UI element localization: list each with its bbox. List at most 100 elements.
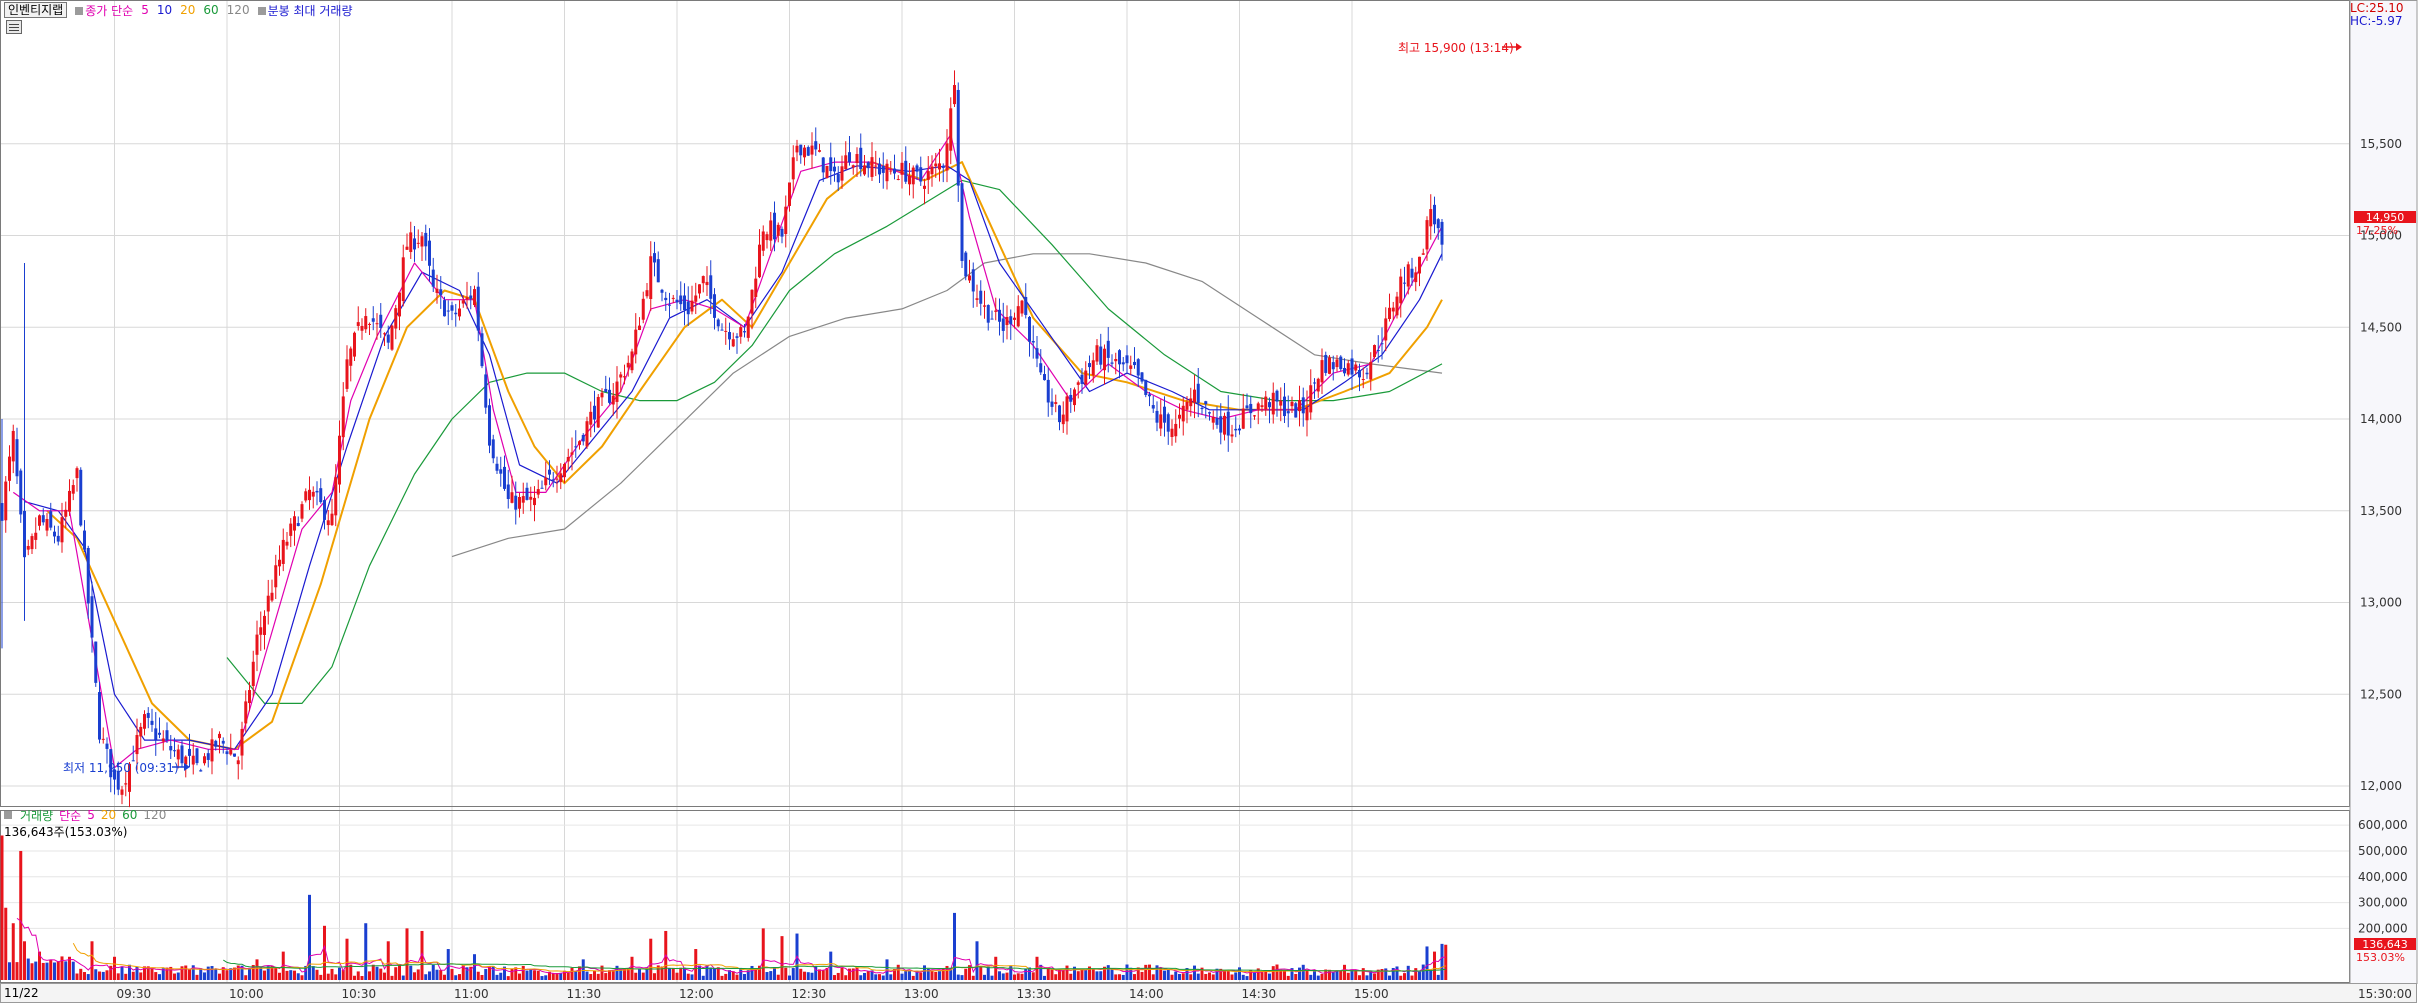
volume-bar: [1028, 967, 1031, 980]
candle-body: [1095, 345, 1099, 362]
candle-body: [893, 168, 896, 174]
candle-body: [131, 760, 135, 762]
volume-bar: [724, 973, 728, 980]
candle-body: [1369, 361, 1373, 380]
candle-body: [765, 234, 769, 241]
volume-bar: [1208, 972, 1211, 980]
volume-bar: [1275, 964, 1279, 980]
candles: [0, 70, 1444, 808]
candle-body: [0, 503, 4, 521]
volume-bar: [904, 970, 908, 980]
volume-bar: [488, 966, 491, 980]
candle-body: [945, 143, 949, 171]
volume-ma60-path: [223, 959, 1446, 972]
candle-body: [1260, 405, 1264, 408]
candle-body: [540, 487, 544, 489]
volume-bar: [611, 969, 615, 980]
volume-bar: [533, 970, 536, 980]
candle-body: [30, 536, 34, 550]
volume-current-value: 136,643주(153.03%): [4, 825, 128, 839]
candle-body: [968, 275, 971, 281]
candle-body: [1024, 296, 1028, 315]
volume-bar: [750, 965, 754, 980]
volume-bar: [668, 968, 671, 980]
volume-bar: [435, 969, 439, 980]
menu-icon[interactable]: [6, 20, 22, 34]
candle-body: [803, 147, 806, 158]
candle-body: [203, 756, 206, 764]
volume-bar: [866, 971, 870, 980]
volume-bar: [94, 969, 98, 980]
candle-body: [143, 714, 146, 729]
candle-body: [446, 310, 450, 312]
volume-bar: [293, 970, 296, 980]
volume-bar: [248, 967, 251, 980]
candle-body: [960, 183, 964, 262]
candle-body: [1009, 316, 1013, 325]
volume-bar: [1106, 965, 1110, 980]
candle-body: [195, 748, 199, 764]
x-tick-label: 11:00: [454, 987, 489, 1001]
candle-body: [686, 301, 690, 315]
volume-bar: [686, 973, 690, 980]
candle-body: [641, 298, 645, 320]
candle-body: [521, 496, 525, 503]
ma10-line: [24, 165, 1443, 750]
candle-body: [930, 166, 934, 175]
volume-bar: [1260, 972, 1264, 980]
candle-body: [488, 405, 491, 446]
candle-body: [896, 178, 900, 180]
volume-bar: [698, 965, 701, 980]
volume-bar: [878, 974, 881, 980]
volume-bar: [788, 975, 791, 980]
volume-bar: [1013, 974, 1016, 980]
volume-bar: [1129, 967, 1133, 980]
ma20-path: [46, 161, 1443, 751]
legend-square-icon: [257, 6, 266, 15]
volume-bar: [540, 976, 544, 980]
volume-bar: [1418, 971, 1421, 980]
candle-body: [495, 463, 499, 471]
ma20-line: [46, 161, 1443, 751]
candle-body: [885, 163, 889, 182]
volume-bar: [1433, 951, 1436, 980]
candle-body: [225, 751, 229, 755]
volume-bar: [1140, 971, 1144, 980]
axis-labels: 15,500 15,000 14,500 14,000 13,500 13,000 12,5…: [117, 137, 2412, 1001]
volume-bar: [675, 972, 679, 980]
stock-name[interactable]: 인벤티지랩: [4, 2, 68, 18]
candle-body: [341, 396, 345, 438]
volume-current-marker: 136,643 153.03%: [2354, 938, 2416, 964]
volume-bar: [304, 965, 308, 980]
volume-bar: [176, 972, 180, 980]
x-tick-label: 12:30: [792, 987, 827, 1001]
candle-body: [1290, 401, 1294, 407]
volume-bar: [968, 965, 971, 980]
candle-body: [671, 297, 675, 299]
volume-bar: [1298, 967, 1301, 980]
candle-body: [484, 374, 488, 408]
candle-body: [383, 333, 386, 335]
volume-bar: [1358, 975, 1361, 980]
volume-ma20: 20: [100, 808, 117, 822]
volume-bar: [1219, 968, 1223, 980]
candle-body: [64, 509, 68, 517]
candle-body: [150, 720, 154, 725]
candle-body: [994, 310, 998, 312]
volume-bar: [911, 975, 915, 980]
volume-bar: [1088, 966, 1091, 980]
volume-bar: [581, 959, 585, 980]
volume-bar: [495, 974, 499, 980]
volume-bar: [1151, 974, 1155, 980]
volume-bar: [1103, 966, 1106, 980]
candle-body: [323, 500, 326, 520]
volume-current-pct: 153.03%: [2356, 951, 2405, 964]
candle-body: [244, 701, 248, 724]
candle-body: [401, 257, 405, 302]
candle-body: [240, 728, 244, 756]
candle-body: [259, 627, 263, 635]
volume-bar: [1256, 968, 1260, 980]
volume-bar: [1316, 975, 1320, 980]
volume-bar: [1230, 974, 1234, 980]
volume-bar: [638, 968, 641, 980]
